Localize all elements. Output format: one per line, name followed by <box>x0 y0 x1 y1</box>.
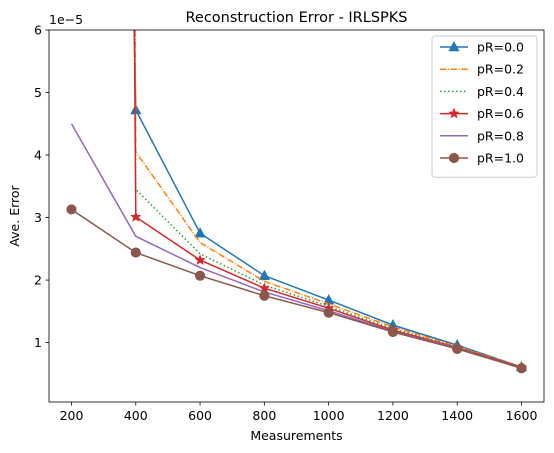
series-layer <box>66 30 528 374</box>
data-point-3-3 <box>258 282 270 293</box>
legend-label: pR=0.6 <box>477 106 524 121</box>
legend-item: pR=0.2 <box>440 62 524 77</box>
y-tick-label: 5 <box>34 85 42 100</box>
legend-label: pR=0.8 <box>477 128 524 143</box>
x-tick-label: 1200 <box>377 408 409 423</box>
y-tick-label: 1 <box>34 335 42 350</box>
x-axis-label: Measurements <box>250 428 342 443</box>
legend-marker <box>448 107 460 119</box>
series-line-5 <box>71 208 522 369</box>
legend-label: pR=0.0 <box>477 40 524 55</box>
x-tick-label: 1000 <box>313 408 345 423</box>
legend-label: pR=1.0 <box>477 151 524 166</box>
legend: pR=0.0 pR=0.2 pR=0.4 pR=0.6 pR=0.8 pR=1.0 <box>431 35 538 178</box>
series-1 <box>134 30 522 368</box>
data-point-5-6 <box>452 343 463 354</box>
legend-label: pR=0.2 <box>477 62 524 77</box>
legend-item: pR=1.0 <box>440 151 524 166</box>
y-offset-label: 1e−5 <box>49 12 83 27</box>
x-tick-label: 600 <box>188 408 212 423</box>
legend-item: pR=0.4 <box>440 84 524 99</box>
x-tick-label: 1400 <box>441 408 473 423</box>
chart-title: Reconstruction Error - IRLSPKS <box>185 10 407 26</box>
data-point-5-5 <box>387 326 399 338</box>
y-tick-label: 6 <box>34 23 42 38</box>
y-tick-label: 2 <box>34 273 42 288</box>
series-line-0 <box>133 30 522 368</box>
legend-marker <box>448 152 460 164</box>
data-point-5-1 <box>130 247 141 258</box>
data-point-0-3 <box>258 269 270 280</box>
x-axis: 200 400 600 800 1000 1200 1400 1600 <box>60 402 538 423</box>
series-5 <box>66 204 527 374</box>
legend-label: pR=0.4 <box>477 84 524 99</box>
x-tick-label: 1600 <box>506 408 538 423</box>
y-axis: 1 2 3 4 5 6 <box>34 23 49 350</box>
data-point-3-1 <box>130 211 142 222</box>
legend-item: pR=0.8 <box>440 128 524 143</box>
data-point-5-7 <box>516 363 527 374</box>
legend-item: pR=0.0 <box>440 40 524 55</box>
y-tick-label: 3 <box>34 210 42 225</box>
x-tick-label: 400 <box>124 408 148 423</box>
series-line-1 <box>134 30 522 368</box>
data-point-5-4 <box>323 307 334 318</box>
data-point-5-0 <box>66 204 77 215</box>
x-tick-label: 200 <box>60 408 84 423</box>
x-tick-label: 800 <box>252 408 276 423</box>
legend-frame <box>431 35 538 178</box>
data-point-5-3 <box>259 290 270 301</box>
legend-marker <box>448 40 460 52</box>
data-point-0-2 <box>194 227 206 238</box>
data-point-5-2 <box>194 270 206 281</box>
y-axis-label: Ave. Error <box>7 184 22 246</box>
data-point-3-2 <box>194 254 206 265</box>
plot-frame <box>48 29 545 403</box>
y-tick-label: 4 <box>34 148 42 163</box>
legend-item: pR=0.6 <box>440 106 524 121</box>
